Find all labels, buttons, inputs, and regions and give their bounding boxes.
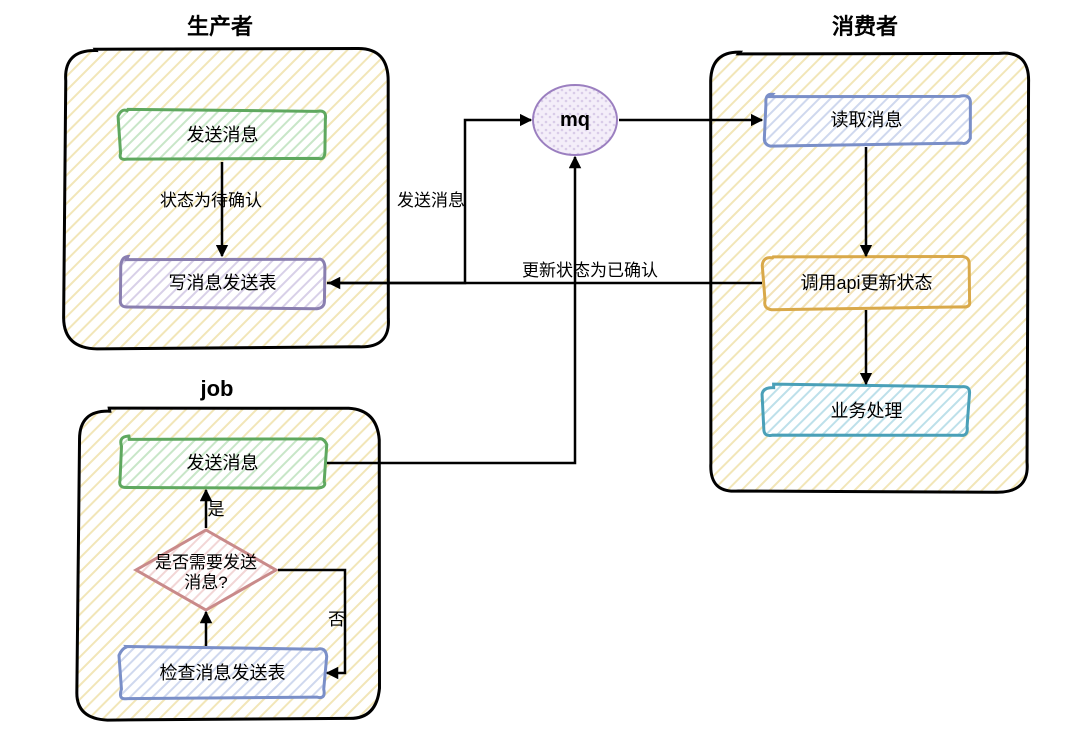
- job-title: job: [200, 376, 234, 401]
- check-label: 检查消息发送表: [160, 663, 286, 683]
- read-label: 读取消息: [831, 110, 903, 130]
- label-confirmed: 更新状态为已确认: [522, 261, 658, 280]
- label-pending: 状态为待确认: [160, 191, 262, 210]
- mq-label: mq: [560, 109, 590, 131]
- consumer-title: 消费者: [832, 14, 898, 39]
- api-label: 调用api更新状态: [800, 273, 932, 293]
- send1-label: 发送消息: [187, 125, 259, 145]
- label-yes: 是: [208, 500, 225, 519]
- label-send_msg: 发送消息: [397, 191, 465, 210]
- biz-label: 业务处理: [831, 401, 903, 421]
- write-label: 写消息发送表: [169, 273, 277, 293]
- producer-title: 生产者: [187, 14, 253, 39]
- send2-label: 发送消息: [187, 453, 259, 473]
- decision-line1: 是否需要发送: [155, 553, 257, 572]
- decision-line2: 消息?: [184, 573, 227, 592]
- label-no: 否: [328, 610, 345, 629]
